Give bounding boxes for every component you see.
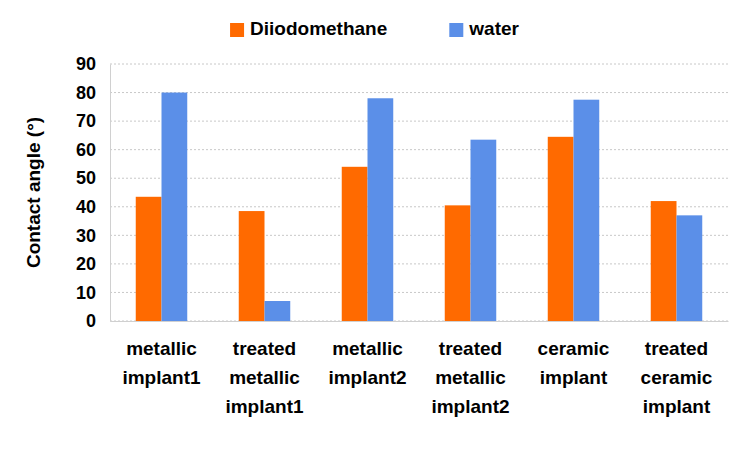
x-tick-label: metallic implant1 bbox=[122, 338, 201, 388]
y-tick: 40 bbox=[76, 197, 110, 217]
bar bbox=[445, 205, 471, 321]
bar bbox=[651, 201, 677, 321]
legend-swatch bbox=[230, 23, 244, 37]
grid-line bbox=[110, 149, 728, 150]
y-tick-label: 90 bbox=[76, 54, 96, 74]
bar bbox=[239, 211, 265, 321]
grid-line bbox=[110, 321, 728, 322]
bar bbox=[471, 140, 497, 321]
x-tick: treated metallic implant1 bbox=[225, 321, 304, 417]
x-tick-label-line: metallic bbox=[126, 338, 197, 359]
bar bbox=[265, 301, 291, 321]
y-tick-label: 40 bbox=[76, 197, 96, 217]
x-tick-label: ceramic implant bbox=[538, 338, 610, 388]
y-tick-label: 80 bbox=[76, 83, 96, 103]
bar bbox=[574, 100, 600, 321]
x-tick: ceramic implant bbox=[538, 321, 610, 388]
x-tick-label: metallic implant2 bbox=[328, 338, 406, 388]
x-tick-label-line: implant1 bbox=[225, 396, 304, 417]
bar bbox=[162, 93, 188, 321]
legend: Diiodomethane water bbox=[230, 18, 519, 39]
y-tick: 70 bbox=[76, 111, 110, 131]
y-tick: 50 bbox=[76, 168, 110, 188]
x-tick-label-line: implant bbox=[643, 396, 711, 417]
x-tick-label-line: implant bbox=[540, 367, 608, 388]
x-tick-label-line: treated bbox=[439, 338, 502, 359]
x-tick-label-line: ceramic bbox=[641, 367, 713, 388]
y-tick-label: 70 bbox=[76, 111, 96, 131]
x-tick-label-line: treated bbox=[233, 338, 296, 359]
y-tick-label: 0 bbox=[86, 311, 96, 331]
legend-label: Diiodomethane bbox=[250, 18, 387, 39]
y-axis-title: Contact angle (°) bbox=[23, 117, 44, 268]
x-tick-label: treated metallic implant2 bbox=[431, 338, 509, 417]
grid-line bbox=[110, 64, 728, 65]
legend-item: Diiodomethane bbox=[230, 18, 387, 39]
y-tick: 30 bbox=[76, 226, 110, 246]
x-tick-label-line: treated bbox=[645, 338, 708, 359]
x-tick: metallic implant1 bbox=[122, 321, 201, 388]
x-tick-label-line: implant1 bbox=[122, 367, 201, 388]
grid-line bbox=[110, 235, 728, 236]
legend-swatch bbox=[449, 23, 463, 37]
x-tick: treated ceramic implant bbox=[641, 321, 713, 417]
grid-line bbox=[110, 206, 728, 207]
x-tick-label-line: metallic bbox=[332, 338, 403, 359]
y-tick: 90 bbox=[76, 54, 110, 74]
x-axis-line bbox=[111, 321, 729, 322]
grid-line bbox=[110, 92, 728, 93]
grid-line bbox=[110, 178, 728, 179]
y-tick: 10 bbox=[76, 283, 110, 303]
y-tick-label: 20 bbox=[76, 254, 96, 274]
y-tick-label: 10 bbox=[76, 283, 96, 303]
chart: 0102030405060708090metallicimplant1treat… bbox=[0, 0, 749, 465]
grid-line bbox=[110, 292, 728, 293]
grid bbox=[110, 64, 728, 321]
y-axis-line bbox=[110, 65, 111, 322]
y-tick: 80 bbox=[76, 83, 110, 103]
bar bbox=[368, 98, 394, 321]
y-axis: 0 10 20 30 40 50 60 70 80 90 bbox=[76, 54, 111, 331]
grid-line bbox=[110, 263, 728, 264]
bar bbox=[548, 137, 574, 321]
x-tick-label-line: metallic bbox=[229, 367, 300, 388]
bar bbox=[677, 215, 703, 321]
bar bbox=[342, 167, 368, 321]
y-tick-label: 60 bbox=[76, 140, 96, 160]
legend-label: water bbox=[468, 18, 519, 39]
y-tick: 0 bbox=[86, 311, 110, 331]
y-tick: 20 bbox=[76, 254, 110, 274]
y-tick-label: 50 bbox=[76, 168, 96, 188]
y-tick-label: 30 bbox=[76, 226, 96, 246]
y-tick: 60 bbox=[76, 140, 110, 160]
x-tick-label-line: metallic bbox=[435, 367, 506, 388]
grid-line bbox=[110, 121, 728, 122]
x-tick: metallic implant2 bbox=[328, 321, 406, 388]
x-tick-label-line: implant2 bbox=[431, 396, 509, 417]
x-tick-label: treated metallic implant1 bbox=[225, 338, 304, 417]
bars bbox=[136, 93, 703, 321]
x-tick-label-line: implant2 bbox=[328, 367, 406, 388]
x-tick-label-line: ceramic bbox=[538, 338, 610, 359]
x-tick-label: treated ceramic implant bbox=[641, 338, 713, 417]
legend-item: water bbox=[449, 18, 519, 39]
x-tick: treated metallic implant2 bbox=[431, 321, 509, 417]
x-axis: metallicimplant1treatedmetallicimplant1m… bbox=[111, 321, 729, 417]
bar bbox=[136, 197, 162, 321]
